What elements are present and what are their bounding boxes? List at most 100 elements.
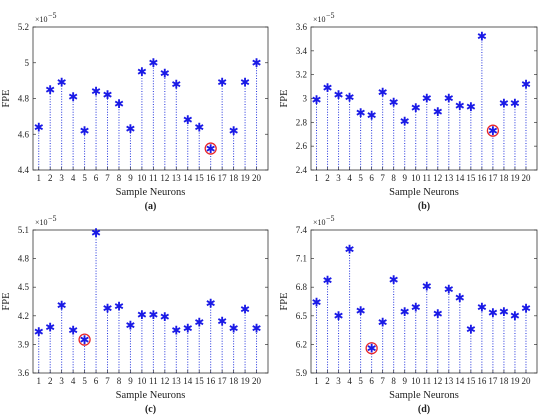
x-tick-label: 9: [128, 173, 133, 183]
data-point-marker: ✱: [171, 77, 181, 91]
data-point-marker: ✱: [183, 321, 193, 335]
data-point-marker: ✱: [45, 83, 55, 97]
data-point-marker: ✱: [411, 101, 421, 115]
x-tick-label: 18: [499, 376, 509, 386]
data-point-marker: ✱: [411, 300, 421, 314]
y-tick-label: 7.1: [296, 254, 307, 264]
y-tick-label: 4.8: [18, 94, 30, 104]
x-tick-label: 13: [172, 376, 182, 386]
data-point-marker: ✱: [160, 310, 170, 324]
data-point-marker: ✱: [68, 90, 78, 104]
data-point-marker: ✱: [323, 274, 333, 288]
data-point-marker: ✱: [499, 305, 509, 319]
y-axis-label: FPE: [1, 89, 12, 107]
data-point-marker: ✱: [433, 307, 443, 321]
x-tick-label: 5: [358, 173, 363, 183]
data-point-marker: ✱: [345, 242, 355, 256]
data-point-marker: ✱: [91, 226, 101, 240]
y-exponent-label: −5: [326, 214, 335, 223]
y-tick-label: 4.5: [18, 282, 30, 292]
y-multiplier-label: ×10: [35, 15, 48, 24]
x-tick-label: 4: [347, 376, 352, 386]
x-tick-label: 6: [369, 376, 374, 386]
data-point-marker: ✱: [334, 88, 344, 102]
data-point-marker: ✱: [160, 67, 170, 81]
data-point-marker: ✱: [114, 97, 124, 111]
x-tick-label: 6: [369, 173, 374, 183]
data-point-marker: ✱: [137, 65, 147, 79]
x-tick-label: 6: [94, 173, 99, 183]
data-point-marker: ✱: [125, 122, 135, 136]
data-point-marker: ✱: [444, 92, 454, 106]
x-tick-label: 8: [117, 376, 122, 386]
x-tick-label: 2: [48, 376, 53, 386]
x-tick-label: 1: [314, 376, 319, 386]
data-point-marker: ✱: [477, 30, 487, 44]
x-tick-label: 14: [183, 376, 193, 386]
x-tick-label: 14: [183, 173, 193, 183]
x-tick-label: 2: [325, 376, 330, 386]
x-tick-label: 1: [314, 173, 319, 183]
data-point-marker: ✱: [148, 308, 158, 322]
x-tick-label: 1: [36, 173, 41, 183]
x-tick-label: 17: [488, 173, 498, 183]
data-point-marker: ✱: [240, 76, 250, 90]
x-tick-label: 5: [358, 376, 363, 386]
data-point-marker: ✱: [91, 85, 101, 99]
data-point-marker: ✱: [34, 325, 44, 339]
x-tick-label: 12: [433, 376, 442, 386]
y-multiplier-label: ×10: [35, 218, 48, 227]
y-tick-label: 4.2: [18, 311, 29, 321]
x-tick-label: 6: [94, 376, 99, 386]
x-axis-label: Sample Neurons: [116, 390, 186, 401]
x-tick-label: 14: [455, 376, 465, 386]
x-tick-label: 18: [229, 376, 239, 386]
y-tick-label: 3.6: [296, 22, 308, 32]
y-tick-label: 3.6: [18, 368, 30, 378]
data-point-marker: ✱: [194, 120, 204, 134]
y-exponent-label: −5: [48, 11, 57, 20]
x-tick-label: 2: [48, 173, 53, 183]
data-point-marker: ✱: [422, 92, 432, 106]
x-tick-label: 7: [105, 376, 110, 386]
chart-panel-3: 3.6 3.9 4.2 4.5 4.8 5.1 ×10 −5 FPE 1 ✱ 2 ✱ 3 ✱ 4 ✱ 5 ✱ 6 ✱ 7 ✱…: [1, 214, 269, 415]
x-tick-label: 4: [347, 173, 352, 183]
x-tick-label: 5: [82, 376, 87, 386]
x-tick-label: 16: [477, 376, 487, 386]
x-tick-label: 15: [466, 173, 476, 183]
panel-label: (c): [145, 404, 156, 415]
x-tick-label: 11: [149, 376, 158, 386]
data-point-marker: ✱: [499, 96, 509, 110]
y-tick-label: 3: [303, 94, 308, 104]
y-tick-label: 2.8: [296, 117, 308, 127]
x-tick-label: 10: [137, 173, 147, 183]
data-point-marker: ✱: [334, 309, 344, 323]
x-tick-label: 15: [195, 173, 205, 183]
data-point-marker: ✱: [125, 319, 135, 333]
x-tick-label: 2: [325, 173, 330, 183]
x-tick-label: 15: [195, 376, 205, 386]
x-tick-label: 11: [422, 376, 431, 386]
chart-panel-4: 5.9 6.2 6.5 6.8 7.1 7.4 ×10 −5 FPE 1 ✱ 2 ✱ 3 ✱ 4 ✱ 5 ✱ 6 ✱ 7 ✱…: [279, 214, 538, 415]
x-tick-label: 3: [336, 376, 341, 386]
data-point-marker: ✱: [521, 301, 531, 315]
data-point-marker: ✱: [252, 321, 262, 335]
y-tick-label: 3.4: [296, 46, 308, 56]
data-point-marker: ✱: [400, 114, 410, 128]
data-point-marker: ✱: [57, 299, 67, 313]
data-point-marker: ✱: [400, 305, 410, 319]
x-tick-label: 9: [128, 376, 133, 386]
data-point-marker: ✱: [80, 333, 90, 347]
data-point-marker: ✱: [206, 142, 216, 156]
data-point-marker: ✱: [148, 56, 158, 70]
x-tick-label: 13: [444, 376, 454, 386]
data-point-marker: ✱: [68, 323, 78, 337]
x-axis-label: Sample Neurons: [389, 187, 459, 198]
x-tick-label: 8: [117, 173, 122, 183]
data-point-marker: ✱: [45, 320, 55, 334]
data-point-marker: ✱: [466, 322, 476, 336]
panel-label: (b): [418, 201, 430, 212]
x-tick-label: 19: [241, 173, 251, 183]
y-tick-label: 5.9: [296, 368, 308, 378]
data-point-marker: ✱: [466, 100, 476, 114]
